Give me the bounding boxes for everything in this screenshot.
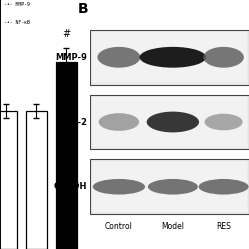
Ellipse shape [205,114,243,130]
Ellipse shape [139,47,206,68]
Text: Model: Model [161,222,184,231]
Text: B: B [78,2,88,16]
Bar [90,159,249,214]
Ellipse shape [147,112,199,132]
Bar [90,95,249,149]
Text: MMP-2: MMP-2 [55,118,87,126]
Ellipse shape [203,47,244,68]
Text: MMP-9: MMP-9 [55,53,87,62]
Ellipse shape [148,179,198,194]
Ellipse shape [93,179,145,194]
Text: -•- NF-κB: -•- NF-κB [4,20,30,25]
Bar [92,32,248,82]
Ellipse shape [99,113,139,131]
Bar [26,111,47,249]
Bar [92,97,248,147]
Text: #: # [62,29,70,39]
Text: Control: Control [105,222,133,231]
Bar [90,30,249,85]
Ellipse shape [98,47,140,68]
Bar [92,162,248,212]
Bar [56,62,77,249]
Text: GAPDH: GAPDH [54,182,87,191]
Ellipse shape [199,179,249,194]
Text: RES: RES [216,222,231,231]
Bar [0,111,16,249]
Text: -•- MMP-9: -•- MMP-9 [4,2,30,7]
